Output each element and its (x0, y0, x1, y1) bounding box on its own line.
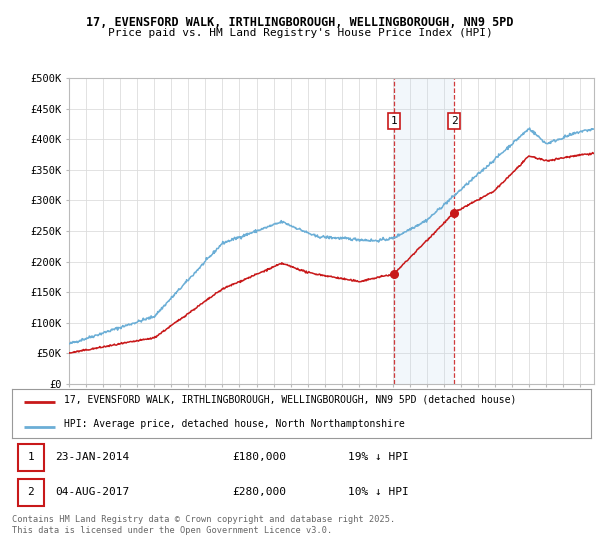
Text: 23-JAN-2014: 23-JAN-2014 (55, 452, 130, 462)
Text: Contains HM Land Registry data © Crown copyright and database right 2025.
This d: Contains HM Land Registry data © Crown c… (12, 515, 395, 535)
Text: £280,000: £280,000 (232, 487, 286, 497)
Text: 1: 1 (391, 116, 397, 126)
Text: 17, EVENSFORD WALK, IRTHLINGBOROUGH, WELLINGBOROUGH, NN9 5PD (detached house): 17, EVENSFORD WALK, IRTHLINGBOROUGH, WEL… (64, 394, 517, 404)
Bar (394, 78, 454, 384)
Text: 2: 2 (451, 116, 457, 126)
Text: Price paid vs. HM Land Registry's House Price Index (HPI): Price paid vs. HM Land Registry's House … (107, 28, 493, 38)
Text: HPI: Average price, detached house, North Northamptonshire: HPI: Average price, detached house, Nort… (64, 419, 405, 429)
Bar (18, 444, 44, 471)
Text: 19% ↓ HPI: 19% ↓ HPI (348, 452, 409, 462)
Text: 10% ↓ HPI: 10% ↓ HPI (348, 487, 409, 497)
Text: £180,000: £180,000 (232, 452, 286, 462)
Text: 17, EVENSFORD WALK, IRTHLINGBOROUGH, WELLINGBOROUGH, NN9 5PD: 17, EVENSFORD WALK, IRTHLINGBOROUGH, WEL… (86, 16, 514, 29)
Bar (18, 479, 44, 506)
Text: 04-AUG-2017: 04-AUG-2017 (55, 487, 130, 497)
Text: 2: 2 (28, 487, 34, 497)
Text: 1: 1 (28, 452, 34, 462)
